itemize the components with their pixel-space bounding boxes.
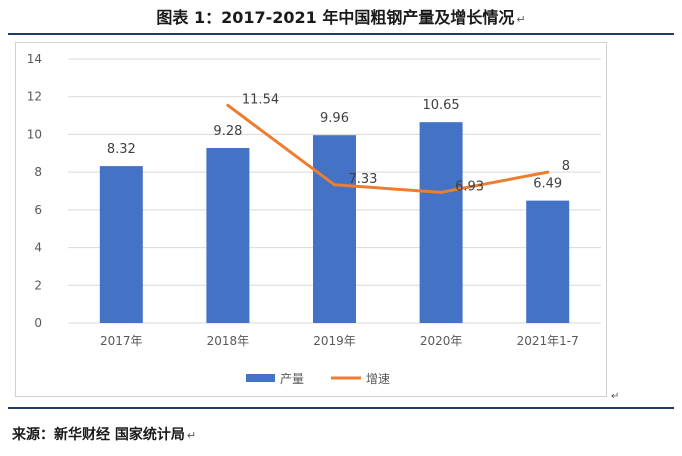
line-data-label: 8 (562, 159, 570, 174)
y-tick-label: 4 (34, 241, 42, 255)
x-tick-label: 2021年1-7 (517, 334, 579, 348)
x-tick-label: 2018年 (207, 334, 250, 348)
x-tick-label: 2019年 (313, 334, 356, 348)
line-data-label: 6.93 (455, 179, 484, 194)
combo-chart: 0 2 4 6 8 10 12 14 2017年 2018年 2019年 2020年 2021年1-7… (27, 52, 601, 386)
bar-data-label: 6.49 (533, 177, 562, 192)
y-tick-label: 0 (34, 316, 42, 330)
y-tick-label: 2 (34, 278, 42, 292)
y-tick-label: 14 (27, 52, 42, 66)
legend-label: 增速 (366, 372, 390, 386)
x-tick-label: 2017年 (100, 334, 143, 348)
line-point (546, 170, 550, 174)
line-point (439, 190, 443, 194)
top-rule (8, 33, 674, 35)
bar-series (99, 122, 570, 324)
figure-title-text: 图表 1：2017-2021 年中国粗钢产量及增长情况 (156, 8, 515, 27)
y-tick-label: 12 (27, 90, 42, 104)
paragraph-mark: ↵ (516, 13, 526, 26)
x-tick-label: 2020年 (420, 334, 463, 348)
bottom-rule (8, 407, 674, 409)
figure-title: 图表 1：2017-2021 年中国粗钢产量及增长情况 ↵ (0, 4, 682, 28)
legend: 产量 增速 (246, 372, 390, 386)
paragraph-mark: ↵ (611, 391, 620, 402)
bar-data-label: 9.96 (320, 111, 349, 126)
y-tick-label: 8 (34, 165, 42, 179)
x-axis-ticks: 2017年 2018年 2019年 2020年 2021年1-7 (100, 334, 579, 348)
bar (526, 200, 570, 323)
bar (206, 148, 250, 323)
bar-data-label: 10.65 (422, 98, 459, 113)
growth-line (226, 103, 550, 194)
bar (313, 135, 356, 323)
bar-data-label: 9.28 (213, 124, 242, 139)
line-point (226, 103, 230, 107)
data-labels: 8.32 9.28 9.96 10.65 6.49 11.54 7.33 6.93 8 (107, 92, 570, 194)
bar-data-label: 8.32 (107, 142, 136, 157)
paragraph-mark: ↵ (186, 429, 197, 442)
bar (419, 122, 463, 324)
line-point (333, 183, 336, 187)
legend-label: 产量 (280, 372, 304, 386)
chart-frame: 0 2 4 6 8 10 12 14 2017年 2018年 2019年 2020年 2021年1-7… (15, 42, 607, 397)
y-tick-label: 6 (34, 203, 42, 217)
legend-swatch-bar (246, 374, 275, 382)
source-note: 来源：新华财经 国家统计局 ↵ (12, 424, 196, 444)
line-data-label: 11.54 (242, 92, 279, 107)
source-text: 来源：新华财经 国家统计局 (12, 427, 185, 443)
y-tick-label: 10 (27, 127, 42, 141)
line-data-label: 7.33 (349, 172, 378, 187)
y-axis-ticks: 0 2 4 6 8 10 12 14 (27, 52, 42, 330)
line-series (226, 103, 550, 194)
bar (99, 166, 143, 323)
